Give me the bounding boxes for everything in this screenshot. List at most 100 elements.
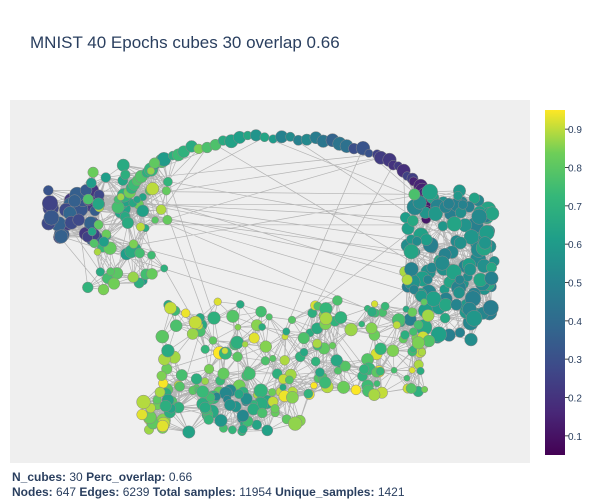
graph-node[interactable]	[188, 315, 203, 330]
graph-node[interactable]	[421, 386, 429, 393]
graph-node[interactable]	[82, 281, 94, 294]
graph-node[interactable]	[482, 299, 499, 316]
graph-node[interactable]	[375, 366, 385, 376]
graph-node[interactable]	[409, 327, 418, 336]
graph-node[interactable]	[417, 348, 427, 357]
graph-node[interactable]	[106, 267, 115, 276]
graph-node[interactable]	[485, 206, 500, 221]
graph-node[interactable]	[85, 177, 97, 189]
graph-node[interactable]	[423, 274, 433, 285]
graph-node[interactable]	[127, 271, 139, 283]
graph-node[interactable]	[196, 385, 210, 399]
graph-node[interactable]	[407, 307, 418, 318]
graph-node[interactable]	[164, 301, 177, 315]
graph-node[interactable]	[420, 298, 428, 306]
graph-node[interactable]	[134, 247, 145, 259]
graph-node[interactable]	[400, 330, 410, 340]
graph-node[interactable]	[41, 195, 59, 212]
graph-node[interactable]	[234, 389, 244, 399]
graph-node[interactable]	[421, 183, 438, 201]
graph-node[interactable]	[72, 213, 85, 227]
graph-node[interactable]	[421, 309, 435, 322]
graph-node[interactable]	[136, 222, 146, 232]
graph-node[interactable]	[464, 332, 478, 347]
graph-node[interactable]	[443, 197, 455, 210]
graph-node[interactable]	[199, 401, 211, 414]
graph-node[interactable]	[207, 311, 221, 325]
graph-node[interactable]	[463, 263, 477, 276]
graph-node[interactable]	[422, 334, 436, 348]
graph-node[interactable]	[156, 370, 167, 381]
graph-node[interactable]	[319, 311, 333, 326]
graph-node[interactable]	[257, 407, 268, 419]
graph-node[interactable]	[453, 191, 463, 201]
graph-node[interactable]	[286, 390, 299, 404]
graph-node[interactable]	[439, 312, 451, 324]
graph-node[interactable]	[344, 322, 358, 337]
graph-node[interactable]	[486, 262, 497, 273]
graph-node[interactable]	[260, 356, 271, 366]
graph-node[interactable]	[365, 322, 378, 335]
graph-node[interactable]	[468, 192, 481, 204]
graph-node[interactable]	[208, 336, 218, 345]
graph-node[interactable]	[89, 238, 99, 248]
graph-node[interactable]	[87, 227, 97, 237]
graph-node[interactable]	[408, 188, 421, 201]
graph-node[interactable]	[428, 206, 443, 222]
graph-node[interactable]	[374, 342, 387, 356]
graph-node[interactable]	[390, 366, 398, 374]
graph-node[interactable]	[255, 305, 267, 318]
graph-node[interactable]	[332, 295, 343, 306]
graph-node[interactable]	[248, 332, 260, 344]
graph-node[interactable]	[97, 283, 110, 296]
graph-node[interactable]	[200, 344, 210, 354]
graph-node[interactable]	[315, 367, 325, 378]
graph-node[interactable]	[162, 214, 173, 225]
graph-node[interactable]	[405, 382, 417, 394]
graph-node[interactable]	[82, 193, 94, 205]
graph-node[interactable]	[133, 195, 141, 204]
graph-node[interactable]	[446, 216, 462, 232]
graph-node[interactable]	[241, 341, 249, 348]
graph-node[interactable]	[146, 182, 160, 196]
graph-node[interactable]	[364, 148, 374, 158]
graph-node[interactable]	[221, 347, 229, 355]
graph-node[interactable]	[203, 414, 214, 425]
graph-node[interactable]	[116, 193, 125, 201]
graph-node[interactable]	[136, 409, 148, 421]
graph-node[interactable]	[190, 373, 203, 385]
graph-node[interactable]	[269, 354, 277, 363]
graph-node[interactable]	[299, 347, 309, 357]
graph-node[interactable]	[465, 310, 483, 327]
graph-node[interactable]	[169, 319, 183, 332]
graph-node[interactable]	[437, 220, 449, 232]
graph-node[interactable]	[154, 386, 166, 398]
graph-node[interactable]	[121, 216, 134, 229]
graph-node[interactable]	[288, 416, 303, 431]
graph-node[interactable]	[226, 309, 240, 323]
graph-node[interactable]	[403, 374, 411, 382]
graph-node[interactable]	[284, 375, 294, 385]
graph-node[interactable]	[136, 204, 150, 218]
graph-node[interactable]	[92, 197, 105, 211]
graph-node[interactable]	[279, 383, 287, 391]
graph-node[interactable]	[457, 199, 468, 210]
graph-node[interactable]	[238, 424, 248, 434]
graph-node[interactable]	[120, 169, 131, 180]
graph-node[interactable]	[434, 255, 450, 271]
graph-node[interactable]	[68, 194, 82, 208]
graph-node[interactable]	[148, 157, 161, 169]
graph-node[interactable]	[217, 367, 230, 380]
graph-node[interactable]	[270, 404, 280, 414]
graph-node[interactable]	[297, 332, 310, 345]
graph-node[interactable]	[401, 274, 413, 286]
graph-node[interactable]	[392, 320, 401, 330]
graph-node[interactable]	[416, 366, 425, 376]
graph-node[interactable]	[182, 425, 196, 439]
graph-node[interactable]	[310, 381, 318, 390]
graph-node[interactable]	[98, 236, 110, 248]
graph-node[interactable]	[253, 383, 268, 398]
graph-node[interactable]	[386, 344, 400, 357]
graph-node[interactable]	[107, 277, 121, 290]
graph-node[interactable]	[43, 209, 60, 226]
